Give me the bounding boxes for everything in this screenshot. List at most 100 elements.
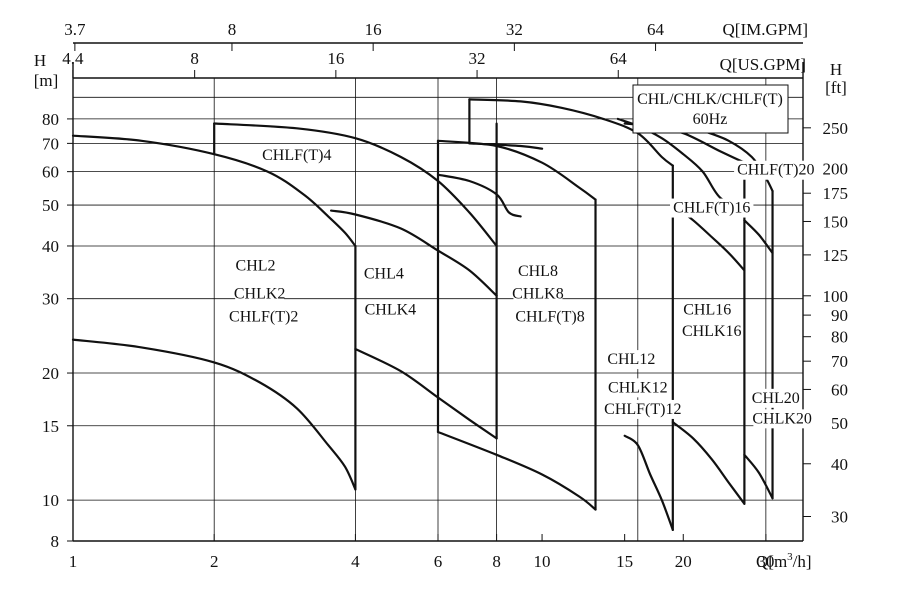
x-tick-label: 20 bbox=[675, 552, 692, 571]
series-label-bg bbox=[226, 307, 302, 327]
y-left-tick-label: 80 bbox=[42, 110, 59, 129]
series-label-bg bbox=[670, 198, 754, 218]
series-label: CHLF(T)20 bbox=[737, 162, 814, 179]
y-right-tick-label: 70 bbox=[831, 352, 848, 371]
y-right-tick-label: 30 bbox=[831, 507, 848, 526]
y-left-tick-label: 10 bbox=[42, 491, 59, 510]
y-right-tick-label: 150 bbox=[823, 212, 849, 231]
series-label: CHL20 bbox=[752, 390, 800, 407]
x-tick-label: 4 bbox=[351, 552, 360, 571]
x-top-us-tick-label: 4.4 bbox=[62, 49, 84, 68]
pump-curve bbox=[71, 338, 357, 491]
series-label-bg bbox=[606, 350, 656, 370]
legend-line-2: 60Hz bbox=[693, 111, 728, 128]
pump-curve bbox=[436, 430, 597, 511]
curves-layer bbox=[71, 98, 774, 531]
x-top-im-tick-label: 3.7 bbox=[64, 20, 86, 39]
legend-box: CHL/CHLK/CHLF(T) 60Hz bbox=[632, 84, 789, 134]
pump-curve bbox=[743, 219, 774, 255]
y-right-tick-label: 200 bbox=[823, 160, 849, 179]
series-label: CHLF(T)12 bbox=[604, 401, 681, 418]
pump-curve bbox=[623, 434, 674, 531]
series-label-bg bbox=[363, 264, 405, 284]
series-label: CHLF(T)16 bbox=[673, 200, 750, 217]
y-left-tick-label: 15 bbox=[42, 417, 59, 436]
x-tick-label: 30 bbox=[757, 552, 774, 571]
y-left-tick-label: 30 bbox=[42, 290, 59, 309]
y-left-tick-label: 20 bbox=[42, 364, 59, 383]
series-label-bg bbox=[517, 261, 559, 281]
pump-curve bbox=[671, 421, 746, 505]
pump-curve bbox=[743, 453, 774, 500]
pump-curve bbox=[468, 98, 674, 167]
series-label: CHL12 bbox=[607, 351, 655, 368]
x-tick-label: 10 bbox=[534, 552, 551, 571]
x-top-us-tick-label: 64 bbox=[610, 49, 628, 68]
series-label: CHLK20 bbox=[752, 410, 812, 427]
y-left-tick-label: 60 bbox=[42, 163, 59, 182]
x-top-im-tick-label: 32 bbox=[506, 20, 523, 39]
x-axis-title: Q[m3/h] bbox=[756, 551, 812, 571]
series-label: CHLF(T)8 bbox=[515, 308, 584, 325]
x-tick-label: 1 bbox=[69, 552, 78, 571]
x-axis-top-im-title: Q[IM.GPM] bbox=[723, 20, 808, 39]
y-right-tick-label: 40 bbox=[831, 455, 848, 474]
y-right-tick-label: 125 bbox=[823, 246, 849, 265]
x-tick-label: 8 bbox=[492, 552, 501, 571]
x-top-us-tick-label: 8 bbox=[190, 49, 199, 68]
y-right-tick-label: 60 bbox=[831, 380, 848, 399]
series-label-bg bbox=[601, 399, 685, 419]
y-left-tick-label: 70 bbox=[42, 134, 59, 153]
series-label-bg bbox=[513, 284, 563, 304]
axes-layer: 1 2 4 6 8 10 15 20 30 4.4 8 16 32 64 3.7 8 16 32 64 8 10 15 20… bbox=[42, 20, 848, 571]
pump-curve bbox=[436, 139, 597, 201]
series-label: CHLK2 bbox=[234, 286, 286, 303]
pump-curve bbox=[701, 129, 774, 193]
y-axis-right-unit: [ft] bbox=[825, 78, 847, 97]
x-tick-label: 15 bbox=[616, 552, 633, 571]
y-axis-left-title: H bbox=[34, 51, 46, 70]
series-label-bg bbox=[682, 321, 741, 341]
legend-line-1: CHL/CHLK/CHLF(T) bbox=[637, 91, 783, 108]
series-label: CHL4 bbox=[364, 265, 404, 282]
pump-curve bbox=[330, 209, 498, 297]
pump-curve bbox=[71, 134, 357, 248]
x-top-im-tick-label: 8 bbox=[228, 20, 237, 39]
x-tick-label: 2 bbox=[210, 552, 219, 571]
y-right-tick-label: 100 bbox=[823, 287, 849, 306]
series-label: CHLK12 bbox=[608, 379, 668, 396]
y-axis-left-unit: [m] bbox=[34, 71, 59, 90]
x-top-im-tick-label: 16 bbox=[365, 20, 382, 39]
series-label: CHL8 bbox=[518, 263, 558, 280]
series-label-bg bbox=[609, 378, 667, 398]
series-label-bg bbox=[235, 284, 285, 304]
series-label-bg bbox=[734, 160, 818, 180]
series-label: CHLK4 bbox=[365, 302, 417, 319]
labels-layer: CHLF(T)4 CHL2 CHLK2 CHLF(T)2 CHL4 CHLK4 CHL8 CH… bbox=[226, 145, 818, 429]
series-label: CHLK16 bbox=[682, 323, 742, 340]
series-label-bg bbox=[682, 300, 732, 320]
series-label-bg bbox=[753, 409, 811, 429]
x-top-us-tick-label: 32 bbox=[469, 49, 486, 68]
pump-curve bbox=[213, 122, 498, 248]
series-label-bg bbox=[259, 145, 335, 165]
pump-curve bbox=[468, 142, 544, 150]
x-axis-top-us-title: Q[US.GPM] bbox=[720, 55, 806, 74]
series-label: CHL16 bbox=[683, 302, 731, 319]
y-axis-right-title: H bbox=[830, 60, 842, 79]
x-top-us-tick-label: 16 bbox=[327, 49, 344, 68]
series-label: CHLF(T)2 bbox=[229, 308, 298, 325]
series-label-bg bbox=[235, 256, 276, 276]
y-right-tick-label: 175 bbox=[823, 184, 849, 203]
y-right-tick-label: 50 bbox=[831, 414, 848, 433]
y-left-tick-label: 40 bbox=[42, 237, 59, 256]
x-tick-label: 6 bbox=[434, 552, 443, 571]
pump-curve bbox=[354, 347, 498, 440]
y-right-tick-label: 90 bbox=[831, 306, 848, 325]
series-label-bg bbox=[512, 307, 588, 327]
y-right-tick-label: 250 bbox=[823, 119, 849, 138]
series-label: CHLF(T)4 bbox=[262, 147, 331, 164]
series-label-bg bbox=[365, 300, 415, 320]
y-left-tick-label: 50 bbox=[42, 196, 59, 215]
